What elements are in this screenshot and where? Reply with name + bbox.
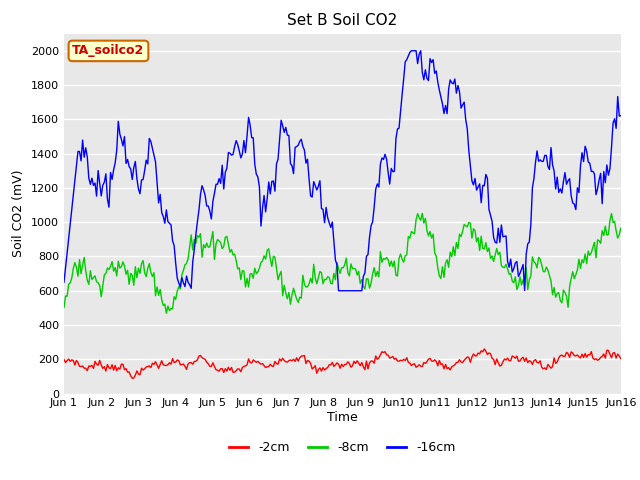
-2cm [589,355,596,361]
-16cm [303,156,311,162]
-16cm [129,177,136,182]
-2cm [246,360,254,365]
-8cm [228,247,236,252]
-2cm [481,346,488,352]
-16cm [589,168,596,174]
-8cm [419,211,426,216]
Legend: -2cm, -8cm, -16cm: -2cm, -8cm, -16cm [224,436,461,459]
-2cm [129,375,136,381]
-8cm [246,271,254,277]
-2cm [255,360,263,366]
-16cm [254,174,262,180]
Line: -2cm: -2cm [64,349,621,378]
-8cm [163,311,170,316]
-2cm [228,365,236,371]
Line: -16cm: -16cm [64,51,621,291]
-16cm [60,279,68,285]
-16cm [617,113,625,119]
-8cm [305,281,313,287]
Title: Set B Soil CO2: Set B Soil CO2 [287,13,397,28]
-2cm [60,357,68,362]
-2cm [617,356,625,361]
-8cm [617,225,625,231]
Text: TA_soilco2: TA_soilco2 [72,44,145,58]
-8cm [255,265,263,271]
Y-axis label: Soil CO2 (mV): Soil CO2 (mV) [12,170,26,257]
-2cm [130,375,138,381]
Line: -8cm: -8cm [64,214,621,313]
-8cm [60,305,68,311]
-8cm [589,244,596,250]
-8cm [129,272,136,278]
-16cm [244,115,252,120]
X-axis label: Time: Time [327,411,358,424]
-16cm [408,48,415,54]
-16cm [335,288,342,294]
-2cm [305,358,313,364]
-16cm [226,150,234,156]
